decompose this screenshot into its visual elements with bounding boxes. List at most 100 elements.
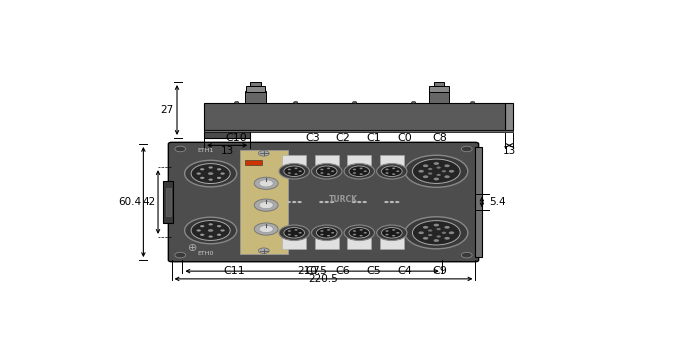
Circle shape [353,234,356,236]
Bar [380,230,404,249]
Circle shape [209,236,213,238]
Circle shape [423,175,428,178]
Text: ⊕: ⊕ [188,243,197,253]
Text: C8: C8 [433,134,447,144]
Text: C6: C6 [335,266,350,276]
Circle shape [363,201,367,203]
Circle shape [295,173,298,175]
Circle shape [428,229,433,232]
Circle shape [200,234,204,236]
Text: ETH0: ETH0 [197,251,214,256]
Circle shape [360,235,363,237]
Circle shape [209,223,213,225]
Circle shape [386,234,389,236]
Text: 210.5: 210.5 [298,266,327,276]
Circle shape [295,229,298,231]
Circle shape [396,171,400,172]
Bar [246,86,265,92]
Circle shape [293,101,298,104]
Circle shape [437,167,441,169]
Circle shape [286,201,291,203]
Circle shape [284,228,304,238]
Circle shape [363,232,367,234]
Circle shape [382,228,402,238]
Text: C0: C0 [398,134,412,144]
Bar [428,92,449,103]
Text: C10: C10 [226,134,248,144]
Text: ETH1: ETH1 [197,148,214,153]
Circle shape [386,169,389,170]
Circle shape [298,232,302,234]
Circle shape [200,168,204,171]
Circle shape [288,172,291,174]
Text: 60.4: 60.4 [118,197,141,207]
FancyBboxPatch shape [240,150,288,254]
Circle shape [412,101,416,104]
Circle shape [419,170,424,173]
Circle shape [200,177,204,179]
Circle shape [360,173,363,175]
Bar [282,155,306,174]
Circle shape [325,201,329,203]
Circle shape [392,235,396,237]
Circle shape [360,168,363,169]
Circle shape [288,230,291,232]
Bar [282,230,306,249]
Circle shape [412,159,460,183]
Bar [246,92,266,103]
Bar [163,181,173,223]
Circle shape [449,232,454,234]
Circle shape [321,230,323,232]
Bar [380,155,404,174]
Circle shape [461,146,472,152]
Text: C5: C5 [367,266,382,276]
Circle shape [363,171,367,172]
Circle shape [442,170,446,172]
Circle shape [259,180,273,187]
Circle shape [331,171,335,172]
Circle shape [217,225,221,227]
Text: C4: C4 [398,266,412,276]
Circle shape [444,237,450,240]
Circle shape [423,226,428,229]
Circle shape [433,239,439,242]
Circle shape [191,220,230,241]
Circle shape [327,229,330,231]
Circle shape [191,164,230,183]
Bar [475,147,482,257]
Circle shape [344,163,374,179]
Circle shape [197,229,201,232]
Circle shape [321,169,323,170]
Circle shape [327,235,330,237]
Circle shape [444,164,450,167]
Bar [315,230,339,249]
Circle shape [185,217,237,244]
Circle shape [259,201,273,209]
Circle shape [461,252,472,258]
Bar [315,155,339,174]
Circle shape [437,174,441,176]
Circle shape [234,101,239,104]
Circle shape [209,166,213,169]
Text: 27: 27 [160,105,174,115]
Circle shape [217,168,221,171]
Circle shape [254,199,278,211]
Circle shape [292,201,296,203]
Circle shape [298,201,302,203]
Text: TURCK: TURCK [328,195,358,204]
Circle shape [330,201,335,203]
Circle shape [437,236,441,238]
Bar [204,103,505,130]
Bar [204,130,513,132]
Circle shape [353,101,357,104]
Circle shape [312,163,342,179]
Circle shape [331,232,335,234]
Circle shape [279,225,309,241]
Circle shape [316,228,337,238]
Circle shape [412,221,460,245]
Circle shape [433,178,439,180]
Circle shape [208,172,213,175]
Circle shape [423,164,428,167]
Text: 13: 13 [503,146,516,156]
Circle shape [298,171,302,172]
